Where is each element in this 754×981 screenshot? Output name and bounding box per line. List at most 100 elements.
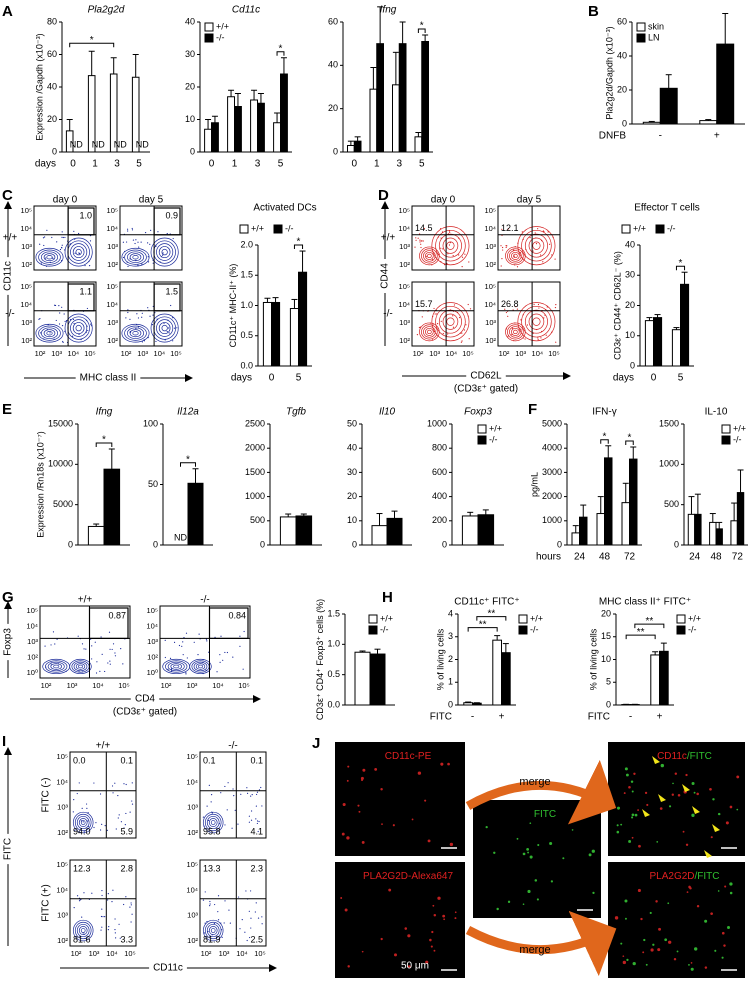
cell-signal (522, 852, 526, 856)
event-dot (147, 256, 149, 258)
event-dot (64, 330, 66, 332)
x-tick-label: 10³ (137, 349, 148, 358)
event-dot (114, 652, 116, 654)
event-dot (107, 893, 109, 895)
contour (40, 251, 59, 263)
error-bar (422, 34, 429, 42)
x-axis-note: (CD3ε⁺ gated) (454, 384, 518, 395)
gate-value: 14.5 (415, 223, 433, 233)
event-dot (507, 228, 510, 230)
event-dot (141, 316, 143, 318)
y-tick-label: 10⁴ (106, 300, 118, 309)
cell-signal (374, 768, 378, 771)
cell-signal (624, 899, 628, 903)
contour (202, 811, 224, 834)
cell-signal (550, 880, 554, 883)
cell-signal (616, 806, 621, 810)
event-dot (150, 229, 152, 231)
event-dot (131, 229, 134, 231)
contour (69, 658, 92, 675)
cell-signal (360, 776, 364, 780)
legend-swatch (676, 625, 686, 635)
contour (70, 319, 88, 337)
event-dot (507, 336, 509, 338)
event-dot (125, 783, 127, 786)
event-dot (468, 338, 470, 340)
error-bar (285, 513, 292, 517)
chart-title: IL-10 (705, 407, 728, 418)
bar (227, 96, 236, 153)
cell-signal (704, 919, 708, 923)
event-dot (144, 231, 147, 234)
y-tick-label: 0 (630, 360, 635, 370)
x-tick-label: - (629, 712, 632, 723)
cell-signal (493, 851, 496, 855)
y-tick-label: 2000 (542, 491, 562, 501)
event-dot (104, 670, 106, 673)
x-tick-label: 10³ (51, 349, 62, 358)
event-dot (246, 939, 248, 942)
cell-signal (637, 809, 639, 811)
chart-title: Ifng (380, 5, 397, 16)
y-tick-label: 30 (185, 49, 195, 59)
bar (369, 653, 386, 706)
cell-signal (449, 842, 454, 847)
contour (208, 818, 218, 827)
event-dot (467, 303, 469, 306)
event-dot (545, 308, 547, 311)
x-tick-label: 0 (351, 159, 357, 170)
y-tick-label: 10⁴ (484, 300, 496, 309)
event-dot (122, 256, 125, 259)
cell-signal (411, 818, 414, 821)
y-tick-label: 10⁴ (26, 621, 38, 630)
event-dot (448, 244, 451, 246)
error-bar (399, 21, 406, 44)
event-dot (250, 819, 253, 821)
bar (579, 516, 588, 546)
event-dot (505, 244, 507, 247)
contour (204, 921, 222, 940)
error-bar (709, 513, 716, 523)
contour (35, 247, 64, 267)
event-dot (90, 323, 92, 325)
contour (75, 248, 82, 256)
cell-signal (342, 802, 346, 807)
event-dot (80, 820, 82, 822)
contour (72, 919, 94, 942)
event-dot (258, 789, 261, 791)
y-axis-label: CD11c⁺ MHC-II⁺ (%) (228, 264, 238, 348)
bar (204, 128, 213, 153)
panel-letter: A (2, 3, 13, 20)
event-dot (90, 325, 93, 327)
event-dot (522, 314, 524, 316)
event-dot (220, 635, 222, 637)
event-dot (112, 643, 115, 645)
event-dot (127, 309, 129, 311)
error-bar (274, 112, 281, 123)
cell-signal (407, 934, 411, 938)
chart-title: Il12a (177, 407, 199, 418)
error-bar (694, 493, 701, 515)
contour (517, 226, 556, 266)
gate-value: 12.1 (501, 223, 519, 233)
gate-value: 26.8 (501, 299, 519, 309)
event-dot (237, 896, 240, 898)
cell-signal (689, 887, 692, 890)
y-axis-title: Foxp3 (3, 628, 14, 656)
event-dot (168, 332, 170, 334)
error-bar (374, 648, 381, 655)
y-tick-label: 0 (557, 539, 562, 549)
significance-bracket (476, 616, 507, 621)
event-dot (461, 256, 464, 258)
contour (64, 313, 93, 343)
y-tick-label: 50 (347, 418, 357, 428)
event-dot (251, 794, 253, 796)
y-tick-label: 1.0 (240, 300, 253, 310)
cell-signal (430, 945, 433, 948)
x-tick-label: 10⁴ (446, 349, 458, 358)
event-dot (54, 643, 56, 645)
y-tick-label: 500 (664, 499, 679, 509)
contour (73, 661, 88, 672)
significance-bracket (634, 623, 665, 629)
cell-signal (633, 772, 636, 775)
